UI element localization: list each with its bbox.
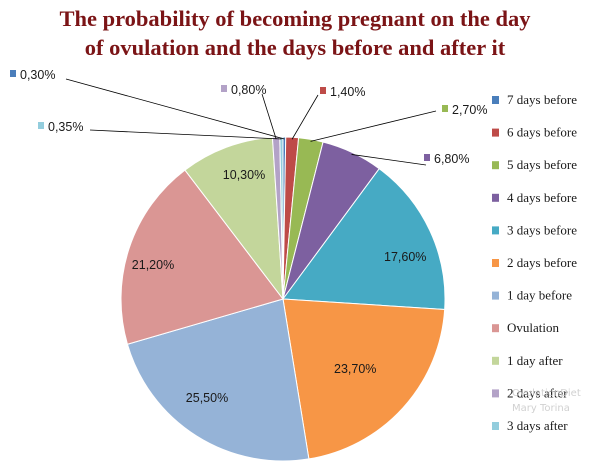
legend-label-1-day-after: 1 day after bbox=[507, 353, 563, 368]
watermark-line-2: Mary Torina bbox=[512, 403, 570, 414]
legend-swatch-3-days-before bbox=[492, 226, 499, 235]
pie-slice-2-days-before bbox=[282, 298, 446, 460]
data-label-4-days-before: 6,80% bbox=[434, 152, 469, 166]
legend-item-7-days-before: 7 days before bbox=[492, 92, 577, 107]
watermark-line-1: OvulationDiet bbox=[512, 388, 581, 399]
data-label-5-days-before: 2,70% bbox=[452, 103, 487, 117]
legend-item-1-day-before: 1 day before bbox=[492, 288, 572, 303]
leader-line-2-days-after bbox=[261, 93, 277, 140]
data-label-1-day-before: 25,50% bbox=[186, 391, 228, 405]
legend-item-6-days-before: 6 days before bbox=[492, 125, 577, 140]
chart-title-line-1: The probability of becoming pregnant on … bbox=[59, 6, 531, 31]
legend-label-6-days-before: 6 days before bbox=[507, 125, 577, 140]
legend-item-5-days-before: 5 days before bbox=[492, 157, 577, 172]
legend-label-ovulation: Ovulation bbox=[507, 320, 559, 335]
data-label-3-days-before: 17,60% bbox=[384, 250, 426, 264]
legend-label-7-days-before: 7 days before bbox=[507, 92, 577, 107]
legend-item-2-days-after: 2 days after bbox=[492, 385, 568, 400]
leader-line-4-days-before bbox=[351, 154, 427, 166]
label-marker-7-days-before bbox=[10, 70, 16, 77]
data-label-7-days-before: 0,30% bbox=[20, 68, 55, 82]
legend-swatch-2-days-before bbox=[492, 259, 499, 267]
legend-swatch-4-days-before bbox=[492, 193, 499, 202]
label-marker-6-days-before bbox=[320, 87, 326, 94]
pie-slice-3-days-before bbox=[282, 167, 446, 310]
pie-slice-3-days-after bbox=[279, 136, 284, 300]
data-label-2-days-after: 0,80% bbox=[231, 83, 266, 97]
chart-title-line-2: of ovulation and the days before and aft… bbox=[84, 35, 506, 60]
legend-label-4-days-before: 4 days before bbox=[507, 190, 577, 205]
pie-leader-lines bbox=[65, 78, 437, 166]
legend-label-3-days-before: 3 days before bbox=[507, 222, 577, 237]
data-label-6-days-before: 1,40% bbox=[330, 85, 365, 99]
label-marker-5-days-before bbox=[442, 105, 448, 112]
label-marker-3-days-after bbox=[38, 122, 44, 129]
legend-label-3-days-after: 3 days after bbox=[507, 418, 568, 433]
data-label-1-day-after: 10,30% bbox=[223, 168, 265, 182]
legend-swatch-6-days-before bbox=[492, 128, 499, 137]
legend-label-1-day-before: 1 day before bbox=[507, 288, 572, 303]
legend-item-3-days-before: 3 days before bbox=[492, 222, 577, 237]
leader-line-3-days-after bbox=[89, 129, 282, 140]
label-marker-2-days-after bbox=[221, 85, 227, 92]
legend-label-5-days-before: 5 days before bbox=[507, 157, 577, 172]
data-label-3-days-after: 0,35% bbox=[48, 120, 83, 134]
legend-swatch-5-days-before bbox=[492, 161, 499, 170]
legend-item-2-days-before: 2 days before bbox=[492, 255, 577, 270]
chart-title: The probability of becoming pregnant on … bbox=[0, 4, 590, 62]
pie-slice-ovulation bbox=[120, 169, 284, 345]
legend-item-3-days-after: 3 days after bbox=[492, 418, 568, 433]
legend-swatch-1-day-after bbox=[492, 356, 499, 365]
legend-item-1-day-after: 1 day after bbox=[492, 353, 563, 368]
label-marker-4-days-before bbox=[424, 154, 430, 161]
pie-slices bbox=[120, 136, 446, 462]
pie-labels: 0,30% 1,40% 2,70% 6,80% 17,60% 23,70% 25,50% 21… bbox=[10, 68, 487, 405]
legend-label-2-days-before: 2 days before bbox=[507, 255, 577, 270]
legend-label-2-days-after: 2 days after bbox=[507, 385, 568, 400]
pie-slice-1-day-before bbox=[126, 298, 310, 462]
data-label-ovulation: 21,20% bbox=[132, 258, 174, 272]
data-label-2-days-before: 23,70% bbox=[334, 362, 376, 376]
leader-line-7-days-before bbox=[65, 78, 285, 140]
pie-slice-1-day-after bbox=[184, 136, 284, 301]
legend: 7 days before 6 days before 5 days before 4… bbox=[492, 92, 577, 433]
legend-swatch-1-day-before bbox=[492, 291, 499, 300]
legend-swatch-2-days-after bbox=[492, 389, 499, 398]
legend-item-ovulation: Ovulation bbox=[492, 320, 559, 335]
legend-item-4-days-before: 4 days before bbox=[492, 190, 577, 205]
leader-line-5-days-before bbox=[310, 110, 437, 142]
legend-swatch-3-days-after bbox=[492, 422, 499, 430]
watermark: OvulationDiet Mary Torina bbox=[512, 386, 600, 416]
legend-swatch-7-days-before bbox=[492, 96, 499, 104]
leader-line-6-days-before bbox=[291, 94, 319, 140]
legend-swatch-ovulation bbox=[492, 324, 499, 333]
